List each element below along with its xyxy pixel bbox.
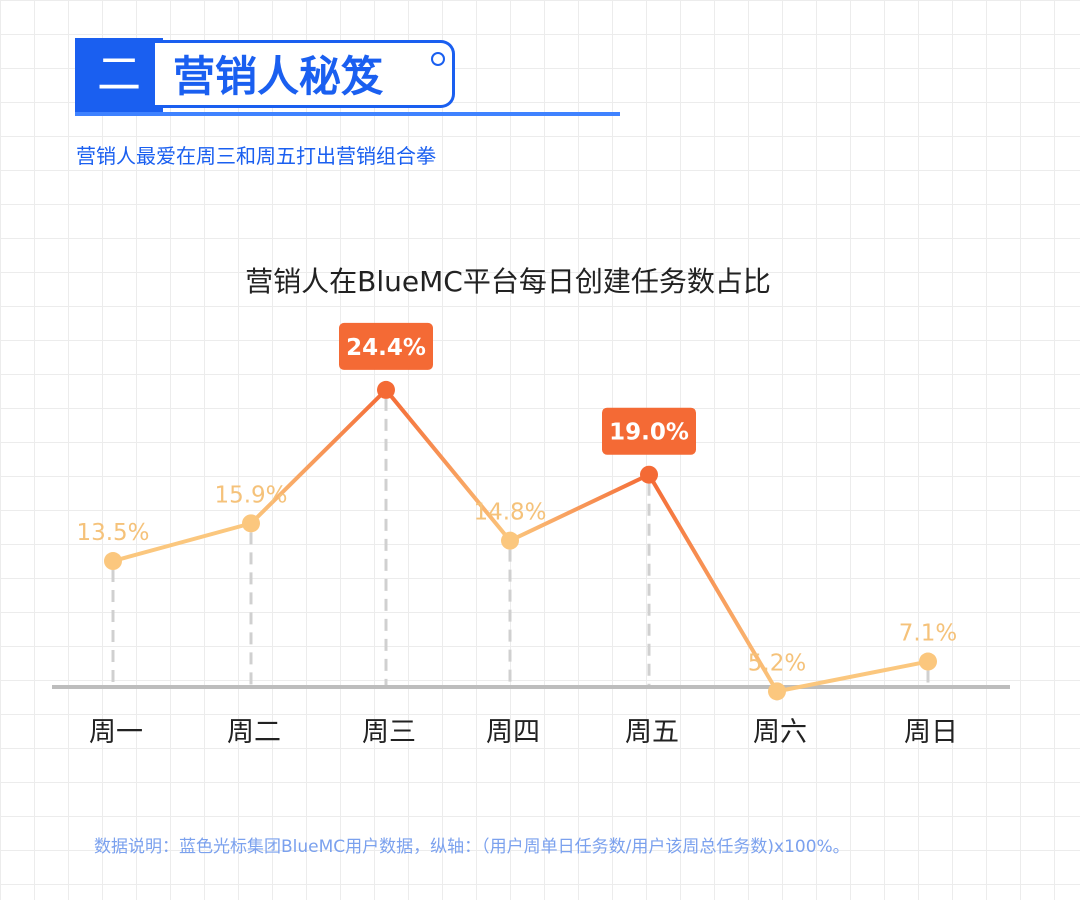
series-line-segment: [249, 387, 388, 526]
x-tick-label: 周日: [904, 717, 958, 748]
x-tick-label: 周五: [625, 717, 679, 748]
circle-icon: [431, 52, 445, 66]
data-point: [377, 380, 395, 399]
header-underline: [75, 112, 620, 116]
data-label-badge: [339, 322, 433, 370]
data-label-badge: [602, 407, 696, 455]
data-point: [640, 465, 658, 484]
section-number: 二: [75, 38, 163, 112]
x-tick-label: 周二: [227, 717, 281, 748]
data-label: 19.0%: [609, 420, 689, 446]
section-header: 二 营销人秘笈: [75, 38, 620, 118]
data-label: 14.8%: [473, 500, 546, 526]
series-line-segment: [111, 521, 253, 564]
data-point: [501, 531, 519, 550]
chart-title: 营销人在BlueMC平台每日创建任务数占比: [245, 265, 771, 298]
series-line-segment: [775, 659, 930, 694]
series-line-segment: [508, 472, 651, 543]
x-tick-label: 周一: [89, 717, 143, 748]
section-title: 营销人秘笈: [155, 40, 455, 108]
x-tick-label: 周三: [362, 717, 416, 748]
footnote: 数据说明：蓝色光标集团BlueMC用户数据，纵轴：（用户周单日任务数/用户该周总…: [94, 837, 850, 857]
section-subtitle: 营销人最爱在周三和周五打出营销组合拳: [76, 144, 436, 168]
data-point: [919, 652, 937, 671]
x-tick-label: 周六: [753, 717, 807, 748]
data-label: 15.9%: [214, 482, 287, 508]
data-label: 24.4%: [346, 335, 426, 361]
series-line-segment: [647, 472, 779, 694]
data-point: [104, 552, 122, 571]
data-label: 13.5%: [76, 520, 149, 546]
data-point: [768, 682, 786, 701]
data-label: 7.1%: [899, 621, 957, 647]
data-point: [242, 514, 260, 533]
data-label: 5.2%: [748, 650, 806, 676]
series-line-segment: [384, 387, 512, 543]
x-tick-label: 周四: [486, 717, 540, 748]
